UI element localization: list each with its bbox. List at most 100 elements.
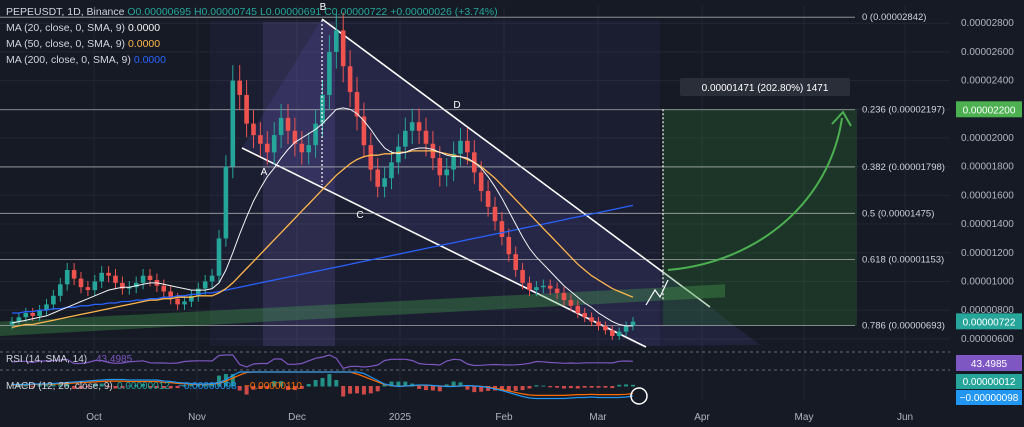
macd-histogram-bar bbox=[562, 386, 566, 389]
ma50-line bbox=[11, 150, 634, 329]
macd-histogram-bar bbox=[458, 382, 463, 387]
price-tag bbox=[956, 101, 1022, 118]
candle-body bbox=[492, 206, 498, 222]
macd-histogram-bar bbox=[520, 386, 525, 391]
macd-histogram-bar bbox=[624, 384, 629, 387]
macd-histogram-bar bbox=[417, 386, 422, 389]
macd-histogram-bar bbox=[134, 384, 139, 387]
macd-histogram-bar bbox=[72, 386, 77, 389]
macd-histogram-bar bbox=[355, 386, 359, 394]
pattern-point-label: A bbox=[261, 167, 268, 178]
symbol-label[interactable]: PEPEUSDT, 1D, Binance bbox=[6, 6, 125, 18]
candle-body bbox=[485, 191, 491, 207]
candle-body bbox=[616, 331, 622, 336]
measure-label: 0.00001471 (202.80%) 1471 bbox=[702, 83, 829, 94]
pattern-point-label: D bbox=[453, 100, 460, 111]
macd-histogram-bar bbox=[237, 386, 242, 391]
candle-body bbox=[527, 282, 532, 291]
candle-body bbox=[596, 321, 601, 326]
price-tick-label: 0.00002400 bbox=[961, 76, 1014, 87]
candle-body bbox=[603, 325, 608, 331]
macd-histogram-bar bbox=[65, 382, 70, 387]
macd-histogram-bar bbox=[161, 386, 166, 389]
candle-body bbox=[78, 278, 84, 288]
macd-histogram-bar bbox=[265, 386, 270, 389]
close-value: C0.00000722 bbox=[324, 6, 388, 18]
price-tick-label: 0.00001400 bbox=[961, 219, 1014, 230]
macd-histogram-bar bbox=[327, 374, 332, 387]
change-value: +0.00000026 (+3.74%) bbox=[390, 6, 498, 18]
ma200-line bbox=[12, 204, 634, 314]
rsi-line bbox=[11, 354, 634, 369]
candle-body bbox=[623, 325, 629, 332]
rsi-tag bbox=[956, 355, 1022, 371]
macd-histogram-bar bbox=[120, 386, 125, 389]
macd-histogram-bar bbox=[251, 386, 256, 390]
macd-histogram-bar bbox=[582, 386, 587, 388]
macd-histogram-bar bbox=[513, 386, 518, 391]
macd-histogram-bar bbox=[223, 374, 228, 387]
candle-body bbox=[313, 123, 318, 146]
indicator-row-ma20[interactable]: MA (20, close, 0, SMA, 9) 0.0000 bbox=[6, 20, 498, 36]
candle-body bbox=[306, 145, 311, 153]
indicator-row-ma200[interactable]: MA (200, close, 0, SMA, 9) 0.0000 bbox=[6, 52, 498, 68]
macd-histogram-bar bbox=[361, 386, 366, 395]
price-tick-label: 0.00002600 bbox=[961, 47, 1014, 58]
candle-body bbox=[561, 292, 567, 301]
macd-histogram-bar bbox=[320, 378, 325, 387]
macd-histogram-bar bbox=[286, 386, 290, 391]
projection-arrow bbox=[667, 117, 843, 271]
candle-body bbox=[230, 80, 236, 167]
macd-histogram-bar bbox=[99, 383, 104, 387]
candle-body bbox=[575, 305, 581, 314]
crossover-circle bbox=[630, 387, 648, 405]
candle-body bbox=[568, 300, 574, 306]
candle-body bbox=[196, 288, 201, 296]
macd-histogram-bar bbox=[313, 380, 318, 387]
highlight-zone bbox=[263, 22, 335, 346]
time-tick-label: Dec bbox=[288, 412, 306, 423]
macd-histogram-bar bbox=[348, 386, 353, 394]
measure-box bbox=[680, 78, 850, 96]
macd-histogram-bar bbox=[479, 386, 484, 392]
macd-histogram-bar bbox=[113, 386, 118, 389]
macd-histogram-bar bbox=[106, 386, 111, 388]
candle-body bbox=[582, 313, 587, 318]
candle-body bbox=[64, 269, 70, 285]
price-tick-label: 0.00002000 bbox=[961, 133, 1014, 144]
macd-histogram-bar bbox=[85, 386, 90, 388]
macd-histogram-bar bbox=[575, 386, 580, 389]
macd-histogram-bar bbox=[555, 386, 560, 388]
candle-body bbox=[451, 153, 456, 170]
macd-histogram-bar bbox=[534, 385, 539, 387]
candle-body bbox=[534, 287, 539, 291]
candle-body bbox=[216, 238, 222, 276]
macd-histogram-bar bbox=[631, 384, 635, 387]
time-tick-label: Oct bbox=[86, 412, 102, 423]
candle-body bbox=[237, 80, 242, 95]
fib-levels: 0 (0.00002842) 0.236 (0.00002197) 0.382 (0… bbox=[0, 12, 945, 331]
candle-body bbox=[202, 281, 208, 289]
candle-body bbox=[444, 169, 449, 176]
macd-histogram-bar bbox=[258, 386, 263, 389]
macd-line bbox=[12, 371, 634, 400]
candle-body bbox=[547, 285, 553, 289]
candle-body bbox=[541, 285, 546, 288]
rsi-tag-text: 43.4985 bbox=[971, 359, 1008, 370]
high-value: H0.00000745 bbox=[193, 6, 258, 18]
macd-histogram-bar bbox=[396, 381, 401, 387]
macd-histogram-bar bbox=[368, 386, 373, 394]
candle-body bbox=[16, 317, 22, 322]
candle-body bbox=[340, 30, 346, 67]
fib-label: 0.618 (0.00001153) bbox=[862, 254, 944, 265]
candle-body bbox=[23, 313, 29, 318]
wedge-upper-line bbox=[321, 18, 711, 308]
candle-body bbox=[9, 321, 15, 325]
indicator-label: MA (20, close, 0, SMA, 9) bbox=[6, 22, 126, 34]
macd-histogram-bar bbox=[230, 374, 235, 387]
time-tick-label: Jun bbox=[897, 412, 913, 423]
macd-histogram-bar bbox=[148, 386, 152, 388]
indicator-row-ma50[interactable]: MA (50, close, 0, SMA, 9) 0.0000 bbox=[6, 36, 498, 52]
